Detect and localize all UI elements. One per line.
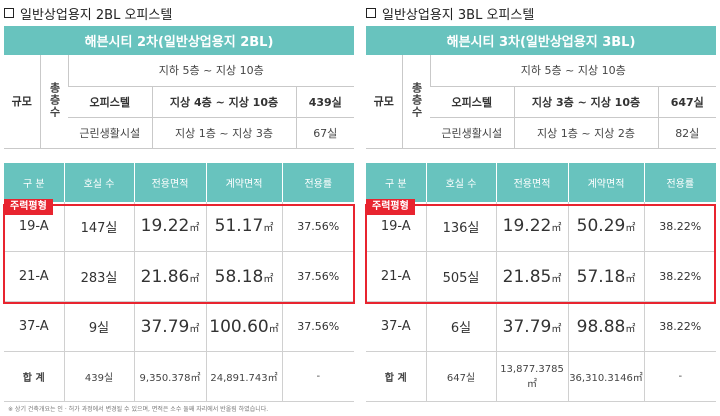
total-floors-label: 총층수 [401,55,430,149]
row-exclusive-area: 21.86㎡ [133,251,206,302]
complex-band: 해븐시티 2차(일반상업용지 2BL) [4,26,354,55]
scale-table: 규모 총층수 지하 5층 ~ 지상 10층 오피스텔 지상 3층 ~ 지상 10… [366,55,716,149]
main-type-tag: 주력평형 [4,199,53,215]
scale-floors: 지상 1층 ~ 지상 3층 [151,117,296,149]
unit-table: 구 분 호실 수 전용면적 계약면적 전용률 19-A 136실 19.22㎡ … [366,162,716,402]
overall-floors: 지하 5층 ~ 지상 10층 [429,55,716,87]
row-ratio: 38.22% [643,201,716,252]
scale-floors: 지상 3층 ~ 지상 10층 [513,86,658,118]
table-row: 21-A 505실 21.85㎡ 57.18㎡ 38.22% [366,251,716,302]
total-label: 합 계 [366,351,426,402]
scale-count: 67실 [295,117,354,149]
row-exclusive-area: 19.22㎡ [133,201,206,252]
scale-kind: 오피스텔 [68,86,152,118]
row-ratio: 37.56% [281,251,354,302]
scale-kind: 근린생활시설 [68,117,152,149]
header-type: 구 분 [366,162,426,202]
total-row: 합 계 439실 9,350.378㎡ 24,891.743㎡ - [4,351,354,402]
section-title: 일반상업용지 2BL 오피스텔 [4,0,354,26]
total-exclusive-area: 9,350.378㎡ [133,351,206,402]
header-exclusive-area: 전용면적 [133,162,206,202]
row-contract-area: 51.17㎡ [205,201,282,252]
section-title: 일반상업용지 3BL 오피스텔 [366,0,716,26]
row-type: 21-A [366,251,426,302]
row-type: 37-A [4,301,64,352]
row-contract-area: 100.60㎡ [205,301,282,352]
complex-band: 해븐시티 3차(일반상업용지 3BL) [366,26,716,55]
total-floors-label: 총층수 [39,55,68,149]
header-contract-area: 계약면적 [205,162,282,202]
total-units: 439실 [63,351,134,402]
row-ratio: 37.56% [281,301,354,352]
panel-3bl: 일반상업용지 3BL 오피스텔 해븐시티 3차(일반상업용지 3BL) 규모 총… [366,0,716,402]
row-units: 6실 [425,301,496,352]
total-row: 합 계 647실 13,877.3785㎡ 36,310.3146㎡ - [366,351,716,402]
scale-kind: 오피스텔 [430,86,514,118]
header-units: 호실 수 [425,162,496,202]
total-ratio: - [643,351,716,402]
scale-floors: 지상 4층 ~ 지상 10층 [151,86,296,118]
main-type-tag: 주력평형 [366,199,415,215]
row-ratio: 37.56% [281,201,354,252]
row-units: 147실 [63,201,134,252]
header-ratio: 전용률 [281,162,354,202]
checkbox-square-icon [366,8,376,18]
row-units: 283실 [63,251,134,302]
overall-floors: 지하 5층 ~ 지상 10층 [67,55,354,87]
table-row: 37-A 9실 37.79㎡ 100.60㎡ 37.56% [4,301,354,352]
header-units: 호실 수 [63,162,134,202]
scale-floors: 지상 1층 ~ 지상 2층 [513,117,658,149]
total-ratio: - [281,351,354,402]
row-contract-area: 58.18㎡ [205,251,282,302]
scale-count: 439실 [295,86,354,118]
row-exclusive-area: 37.79㎡ [133,301,206,352]
row-type: 21-A [4,251,64,302]
row-contract-area: 98.88㎡ [567,301,644,352]
row-units: 136실 [425,201,496,252]
scale-count: 647실 [657,86,716,118]
header-exclusive-area: 전용면적 [495,162,568,202]
row-ratio: 38.22% [643,251,716,302]
section-title-text: 일반상업용지 3BL 오피스텔 [382,7,535,23]
row-exclusive-area: 19.22㎡ [495,201,568,252]
row-units: 9실 [63,301,134,352]
unit-table: 구 분 호실 수 전용면적 계약면적 전용률 19-A 147실 19.22㎡ … [4,162,354,402]
scale-kind: 근린생활시설 [430,117,514,149]
total-contract-area: 24,891.743㎡ [205,351,282,402]
row-exclusive-area: 37.79㎡ [495,301,568,352]
scale-label: 규모 [366,55,402,149]
checkbox-square-icon [4,8,14,18]
table-row: 19-A 147실 19.22㎡ 51.17㎡ 37.56% [4,201,354,252]
table-row: 19-A 136실 19.22㎡ 50.29㎡ 38.22% [366,201,716,252]
total-label: 합 계 [4,351,64,402]
row-contract-area: 57.18㎡ [567,251,644,302]
scale-table: 규모 총층수 지하 5층 ~ 지상 10층 오피스텔 지상 4층 ~ 지상 10… [4,55,354,149]
row-ratio: 38.22% [643,301,716,352]
scale-count: 82실 [657,117,716,149]
table-row: 21-A 283실 21.86㎡ 58.18㎡ 37.56% [4,251,354,302]
row-units: 505실 [425,251,496,302]
header-ratio: 전용률 [643,162,716,202]
footnote: ※ 상기 건축개요는 인 · 허가 과정에서 변경될 수 있으며, 면적은 소수… [8,406,269,413]
row-exclusive-area: 21.85㎡ [495,251,568,302]
scale-label: 규모 [4,55,40,149]
header-type: 구 분 [4,162,64,202]
panel-2bl: 일반상업용지 2BL 오피스텔 해븐시티 2차(일반상업용지 2BL) 규모 총… [4,0,354,402]
row-contract-area: 50.29㎡ [567,201,644,252]
section-title-text: 일반상업용지 2BL 오피스텔 [20,7,173,23]
total-contract-area: 36,310.3146㎡ [567,351,644,402]
total-exclusive-area: 13,877.3785㎡ [495,351,568,402]
table-row: 37-A 6실 37.79㎡ 98.88㎡ 38.22% [366,301,716,352]
header-contract-area: 계약면적 [567,162,644,202]
row-type: 37-A [366,301,426,352]
total-units: 647실 [425,351,496,402]
